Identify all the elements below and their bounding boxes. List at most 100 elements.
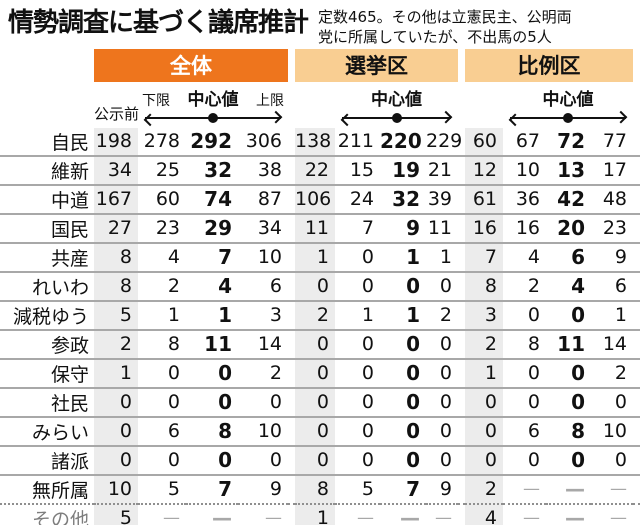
seat-value: — — [357, 508, 374, 525]
party-label: 中道 — [50, 189, 89, 212]
seat-value: 0 — [571, 448, 585, 473]
seat-value: 1 — [295, 503, 335, 525]
column-pad — [633, 504, 640, 525]
subheader-blank — [0, 82, 94, 128]
range-arrow-icon — [340, 110, 453, 126]
seat-value: 16 — [515, 217, 540, 240]
seat-value: 22 — [295, 155, 335, 185]
party-label: 減税ゆう — [12, 305, 89, 328]
seat-value: 10 — [515, 159, 540, 182]
column-pad — [633, 185, 640, 214]
seat-value: 0 — [406, 274, 420, 299]
column-gap — [458, 417, 465, 446]
seat-value: 8 — [527, 333, 540, 356]
seat-value: 1 — [167, 304, 180, 327]
header-note: 定数465。その他は立憲民主、公明両 党に所属していたが、不出馬の5人 — [318, 8, 572, 46]
seat-value: 0 — [406, 419, 420, 444]
seat-value: 278 — [143, 130, 180, 153]
seat-value: 8 — [94, 271, 138, 301]
seat-value: 23 — [602, 217, 627, 240]
seat-value: 6 — [527, 420, 540, 443]
seat-value: 0 — [361, 246, 374, 269]
seat-value: 8 — [94, 242, 138, 272]
seat-value: 0 — [439, 391, 452, 414]
seat-value: 5 — [94, 300, 138, 330]
seat-value: 0 — [94, 445, 138, 475]
seat-value: 211 — [337, 130, 374, 153]
seat-value: 24 — [349, 188, 374, 211]
seat-value: 12 — [465, 155, 503, 185]
table-row: 諸派 0 0 0 0 0 0 0 0 0 0 0 0 — [0, 445, 640, 475]
seat-value: 10 — [257, 420, 282, 443]
column-pad — [633, 82, 640, 128]
center-label: 中心値 — [542, 89, 594, 110]
column-gap — [288, 359, 295, 388]
seat-value: — — [610, 508, 627, 525]
column-gap — [458, 330, 465, 359]
seat-value: 5 — [94, 503, 138, 525]
seat-value: 2 — [167, 275, 180, 298]
seat-value: 0 — [295, 271, 335, 301]
column-gap — [458, 185, 465, 214]
seat-value: 34 — [257, 217, 282, 240]
seat-value: 87 — [257, 188, 282, 211]
seat-value: — — [610, 479, 627, 500]
seat-value: 7 — [218, 477, 232, 502]
seat-value: 4 — [167, 246, 180, 269]
seat-value: 306 — [245, 130, 282, 153]
seat-value: 0 — [439, 420, 452, 443]
preannounce-cell: 公示前 — [94, 82, 140, 128]
seat-value: 0 — [527, 304, 540, 327]
seat-value: 42 — [557, 187, 585, 212]
party-label: 保守 — [50, 363, 89, 386]
column-gap — [288, 272, 295, 301]
seat-value: 48 — [602, 188, 627, 211]
seat-value: — — [400, 506, 420, 525]
range-labels: 中心値 — [335, 91, 458, 110]
party-label: 社民 — [50, 392, 89, 415]
seat-value: 29 — [204, 216, 232, 241]
table-row: その他 5 — — — 1 — — — 4 — — — — [0, 503, 640, 525]
seat-value: 0 — [218, 448, 232, 473]
column-pad — [633, 417, 640, 446]
column-pad — [633, 49, 640, 82]
column-gap — [288, 82, 295, 128]
column-pad — [633, 388, 640, 417]
seat-value: 0 — [167, 362, 180, 385]
group-header-district: 選挙区 — [295, 48, 458, 82]
seat-value: 4 — [218, 274, 232, 299]
seat-value: 8 — [295, 474, 335, 504]
seat-value: 2 — [465, 329, 503, 359]
seat-value: 5 — [361, 478, 374, 501]
table-row: れいわ 8 2 4 6 0 0 0 0 8 2 4 6 — [0, 271, 640, 301]
range-labels: 下限 中心値 上限 — [138, 91, 288, 110]
seat-value: 0 — [218, 390, 232, 415]
seat-value: 8 — [167, 333, 180, 356]
column-pad — [633, 272, 640, 301]
seat-value: 0 — [167, 449, 180, 472]
seat-value: 21 — [427, 159, 452, 182]
seat-value: 15 — [349, 159, 374, 182]
seat-value: 3 — [269, 304, 282, 327]
seat-value: 1 — [218, 303, 232, 328]
seat-value: — — [523, 479, 540, 500]
column-gap — [458, 82, 465, 128]
seat-value: 4 — [571, 274, 585, 299]
seat-value: 0 — [269, 391, 282, 414]
column-gap — [288, 128, 295, 156]
seat-value: 0 — [465, 387, 503, 417]
column-gap — [288, 504, 295, 525]
seat-value: 11 — [557, 332, 585, 357]
column-gap — [288, 388, 295, 417]
seat-value: 0 — [439, 275, 452, 298]
seat-value: 23 — [155, 217, 180, 240]
table-row: 中道 167 60 74 87 106 24 32 39 61 36 42 48 — [0, 184, 640, 214]
seat-value: 77 — [602, 130, 627, 153]
party-label: 無所属 — [31, 479, 89, 502]
column-gap — [458, 214, 465, 243]
seat-value: 0 — [361, 275, 374, 298]
preannounce-label: 公示前 — [94, 104, 140, 123]
seat-value: 2 — [439, 304, 452, 327]
seat-value: 0 — [527, 449, 540, 472]
